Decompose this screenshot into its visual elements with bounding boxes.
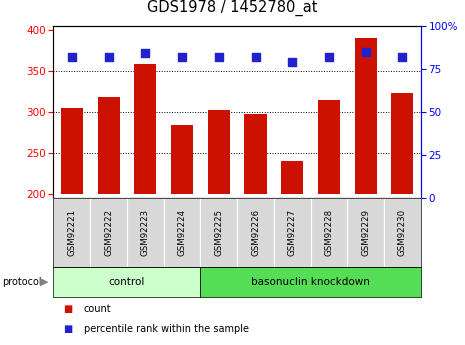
Point: [178, 54, 186, 60]
Point: [105, 54, 112, 60]
Text: GSM92221: GSM92221: [67, 209, 76, 256]
Bar: [61, 108, 83, 194]
Point: [215, 54, 222, 60]
Bar: [171, 125, 193, 194]
Text: GSM92229: GSM92229: [361, 209, 370, 256]
Point: [325, 54, 332, 60]
Bar: [134, 65, 156, 194]
Text: GSM92230: GSM92230: [398, 209, 407, 256]
Text: percentile rank within the sample: percentile rank within the sample: [84, 324, 249, 334]
Bar: [208, 110, 230, 194]
Text: ■: ■: [63, 324, 72, 334]
Bar: [392, 93, 413, 194]
Text: GSM92226: GSM92226: [251, 209, 260, 256]
Point: [68, 54, 75, 60]
Point: [288, 59, 296, 65]
Point: [141, 51, 149, 56]
Text: ■: ■: [63, 304, 72, 314]
Text: count: count: [84, 304, 111, 314]
Bar: [98, 97, 120, 194]
Text: GSM92224: GSM92224: [178, 209, 186, 256]
Bar: [245, 114, 266, 194]
Text: basonuclin knockdown: basonuclin knockdown: [251, 277, 370, 287]
Text: control: control: [109, 277, 145, 287]
Point: [399, 54, 406, 60]
Point: [252, 54, 259, 60]
Text: GSM92222: GSM92222: [104, 209, 113, 256]
Text: ▶: ▶: [40, 277, 49, 287]
Bar: [355, 38, 377, 194]
Text: GSM92227: GSM92227: [288, 209, 297, 256]
Bar: [281, 161, 303, 194]
Text: GSM92223: GSM92223: [141, 209, 150, 256]
Text: GDS1978 / 1452780_at: GDS1978 / 1452780_at: [147, 0, 318, 16]
Text: GSM92228: GSM92228: [325, 209, 333, 256]
Point: [362, 49, 369, 55]
Text: protocol: protocol: [2, 277, 42, 287]
Bar: [318, 100, 340, 194]
Text: GSM92225: GSM92225: [214, 209, 223, 256]
